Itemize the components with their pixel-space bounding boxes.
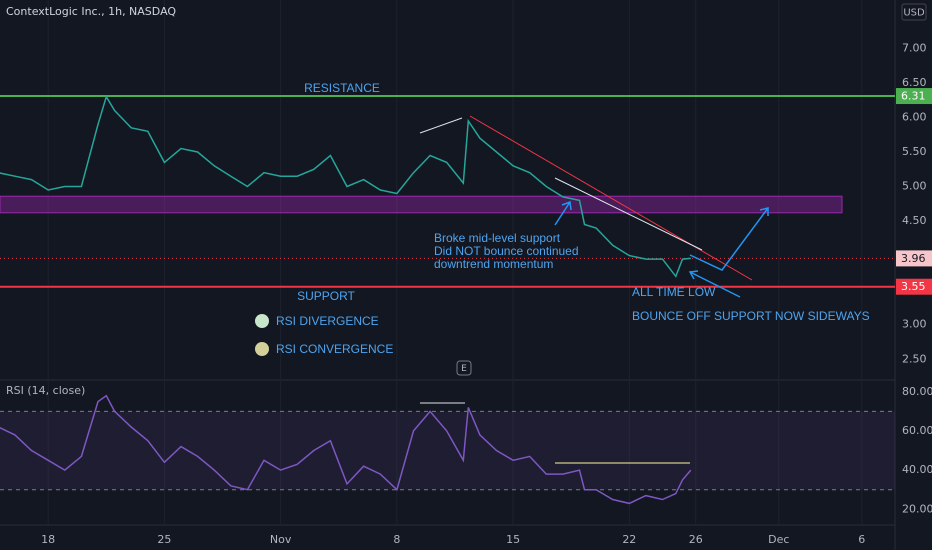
last-price-label: 3.96	[901, 252, 926, 265]
rsi-title: RSI (14, close)	[6, 384, 85, 397]
trendline-down	[469, 115, 753, 281]
content	[0, 94, 895, 505]
arrow	[554, 200, 572, 226]
annotation: ALL TIME LOW	[632, 285, 716, 299]
annotation: downtrend momentum	[434, 257, 553, 271]
legend-dot	[255, 314, 269, 328]
annotation: Did NOT bounce continued	[434, 244, 579, 258]
earnings-label: E	[461, 364, 467, 374]
arrow	[689, 207, 769, 271]
level-name: SUPPORT	[297, 289, 355, 303]
annotation: BOUNCE OFF SUPPORT NOW SIDEWAYS	[632, 309, 870, 323]
level-tag-label: 6.31	[901, 90, 926, 103]
x-tick-label: 26	[689, 533, 703, 546]
x-tick-label: 15	[506, 533, 520, 546]
zone	[0, 195, 843, 214]
x-tick-label: 18	[41, 533, 55, 546]
annotation: RSI CONVERGENCE	[276, 342, 393, 356]
level-name: RESISTANCE	[304, 81, 380, 95]
x-tick-label: 25	[157, 533, 171, 546]
x-tick-label: Nov	[270, 533, 292, 546]
y-tick-label: 7.00	[902, 41, 927, 54]
y-tick-label: 60.00	[902, 424, 932, 437]
currency: USD	[903, 8, 925, 19]
level-tag-label: 3.55	[901, 280, 926, 293]
arrows	[554, 200, 769, 298]
trendline-white	[554, 177, 703, 251]
y-tick-label: 2.50	[902, 352, 927, 365]
chart-title: ContextLogic Inc., 1h, NASDAQ	[6, 5, 176, 18]
legend-dot	[255, 342, 269, 356]
y-tick-label: 6.00	[902, 110, 927, 123]
y-tick-label: 40.00	[902, 463, 932, 476]
grid	[47, 0, 863, 525]
y-tick-label: 5.00	[902, 180, 927, 193]
y-tick-label: 5.50	[902, 145, 927, 158]
overlay: 2.503.003.504.004.505.005.506.006.507.00…	[41, 41, 932, 546]
x-tick-label: 22	[622, 533, 636, 546]
level-tag	[896, 88, 932, 105]
arrow	[688, 270, 741, 298]
trendline-peak	[419, 117, 463, 134]
y-tick-label: 20.00	[902, 502, 932, 515]
y-tick-label: 80.00	[902, 385, 932, 398]
series-line	[0, 394, 692, 505]
annotation: RSI DIVERGENCE	[276, 314, 379, 328]
x-tick-label: 8	[393, 533, 400, 546]
series-line	[0, 94, 691, 278]
rsi-band	[0, 411, 895, 490]
level-tag	[896, 278, 932, 295]
y-tick-label: 4.50	[902, 214, 927, 227]
y-tick-label: 3.00	[902, 318, 927, 331]
y-tick-label: 6.50	[902, 76, 927, 89]
x-tick-label: 6	[858, 533, 865, 546]
last-price-tag	[896, 250, 932, 267]
annotation: Broke mid-level support	[434, 231, 561, 245]
currency-box	[901, 3, 927, 21]
earnings-marker	[456, 360, 472, 376]
x-tick-label: Dec	[768, 533, 789, 546]
